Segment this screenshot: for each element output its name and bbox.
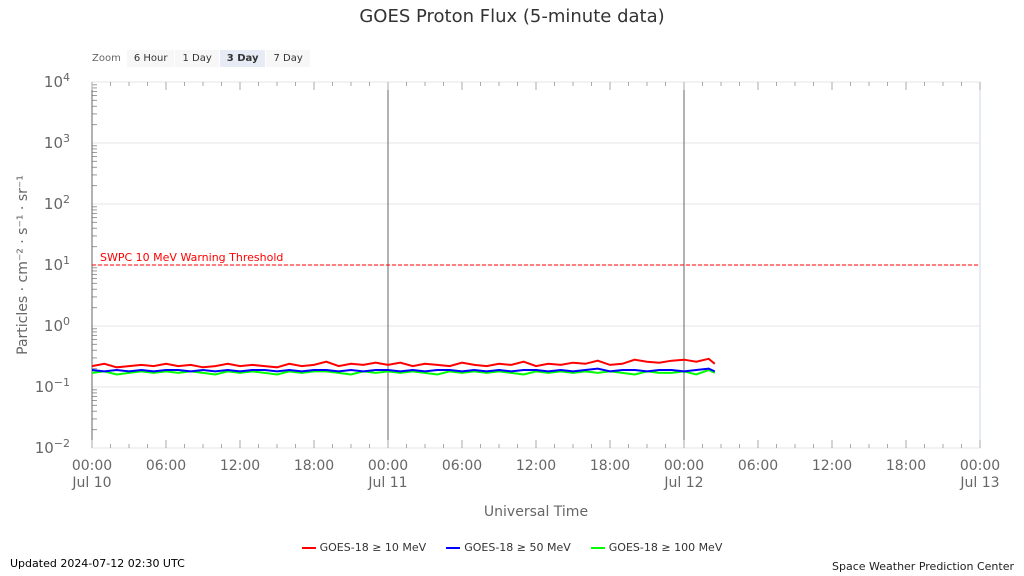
legend: GOES-18 ≥ 10 MeV GOES-18 ≥ 50 MeV GOES-1… <box>0 541 1024 554</box>
chart-title: GOES Proton Flux (5-minute data) <box>359 6 665 27</box>
x-tick-label: 00:00 <box>368 458 408 474</box>
y-tick-label: 101 <box>44 254 70 274</box>
y-tick-label: 102 <box>44 193 70 213</box>
legend-label: GOES-18 ≥ 50 MeV <box>464 541 571 554</box>
x-tick-label: 06:00 <box>738 458 778 474</box>
x-tick-date: Jul 12 <box>663 475 703 491</box>
x-tick-date: Jul 13 <box>959 475 999 491</box>
x-tick-label: 00:00 <box>960 458 1000 474</box>
y-tick-label: 10−2 <box>35 437 70 457</box>
y-tick-label: 103 <box>44 132 70 152</box>
series-line-2 <box>91 368 716 376</box>
legend-item-100mev[interactable]: GOES-18 ≥ 100 MeV <box>590 541 723 554</box>
y-tick-label: 100 <box>44 315 70 335</box>
x-tick-date: Jul 10 <box>71 475 111 491</box>
x-tick-label: 12:00 <box>516 458 556 474</box>
x-tick-label: 18:00 <box>590 458 630 474</box>
zoom-7-day-button[interactable]: 7 Day <box>266 50 310 67</box>
series-line-1 <box>91 367 716 373</box>
legend-label: GOES-18 ≥ 100 MeV <box>608 541 723 554</box>
legend-swatch <box>301 546 316 549</box>
x-tick-label: 12:00 <box>220 458 260 474</box>
y-tick-label: 104 <box>44 71 70 91</box>
zoom-label: Zoom <box>92 53 121 64</box>
x-tick-label: 00:00 <box>72 458 112 474</box>
x-axis-title: Universal Time <box>484 504 588 520</box>
threshold-label: SWPC 10 MeV Warning Threshold <box>100 251 283 264</box>
updated-timestamp: Updated 2024-07-12 02:30 UTC <box>10 557 185 570</box>
legend-swatch <box>446 546 461 549</box>
x-tick-label: 06:00 <box>146 458 186 474</box>
legend-item-50mev[interactable]: GOES-18 ≥ 50 MeV <box>446 541 571 554</box>
legend-label: GOES-18 ≥ 10 MeV <box>319 541 427 554</box>
x-tick-label: 18:00 <box>294 458 334 474</box>
x-tick-label: 18:00 <box>886 458 926 474</box>
y-axis-title: Particles · cm⁻² · s⁻¹ · sr⁻¹ <box>15 175 31 355</box>
x-tick-label: 06:00 <box>442 458 482 474</box>
zoom-3-day-button[interactable]: 3 Day <box>219 50 266 67</box>
legend-item-10mev[interactable]: GOES-18 ≥ 10 MeV <box>301 541 427 554</box>
x-tick-date: Jul 11 <box>367 475 407 491</box>
legend-swatch <box>590 546 605 549</box>
credit: Space Weather Prediction Center <box>832 560 1014 573</box>
zoom-selector: Zoom 6 Hour 1 Day 3 Day 7 Day <box>92 50 311 67</box>
y-tick-label: 10−1 <box>35 376 70 396</box>
zoom-1-day-button[interactable]: 1 Day <box>175 50 219 67</box>
series-line-0 <box>91 357 716 369</box>
x-tick-label: 00:00 <box>664 458 704 474</box>
zoom-6-hour-button[interactable]: 6 Hour <box>126 50 175 67</box>
x-tick-label: 12:00 <box>812 458 852 474</box>
